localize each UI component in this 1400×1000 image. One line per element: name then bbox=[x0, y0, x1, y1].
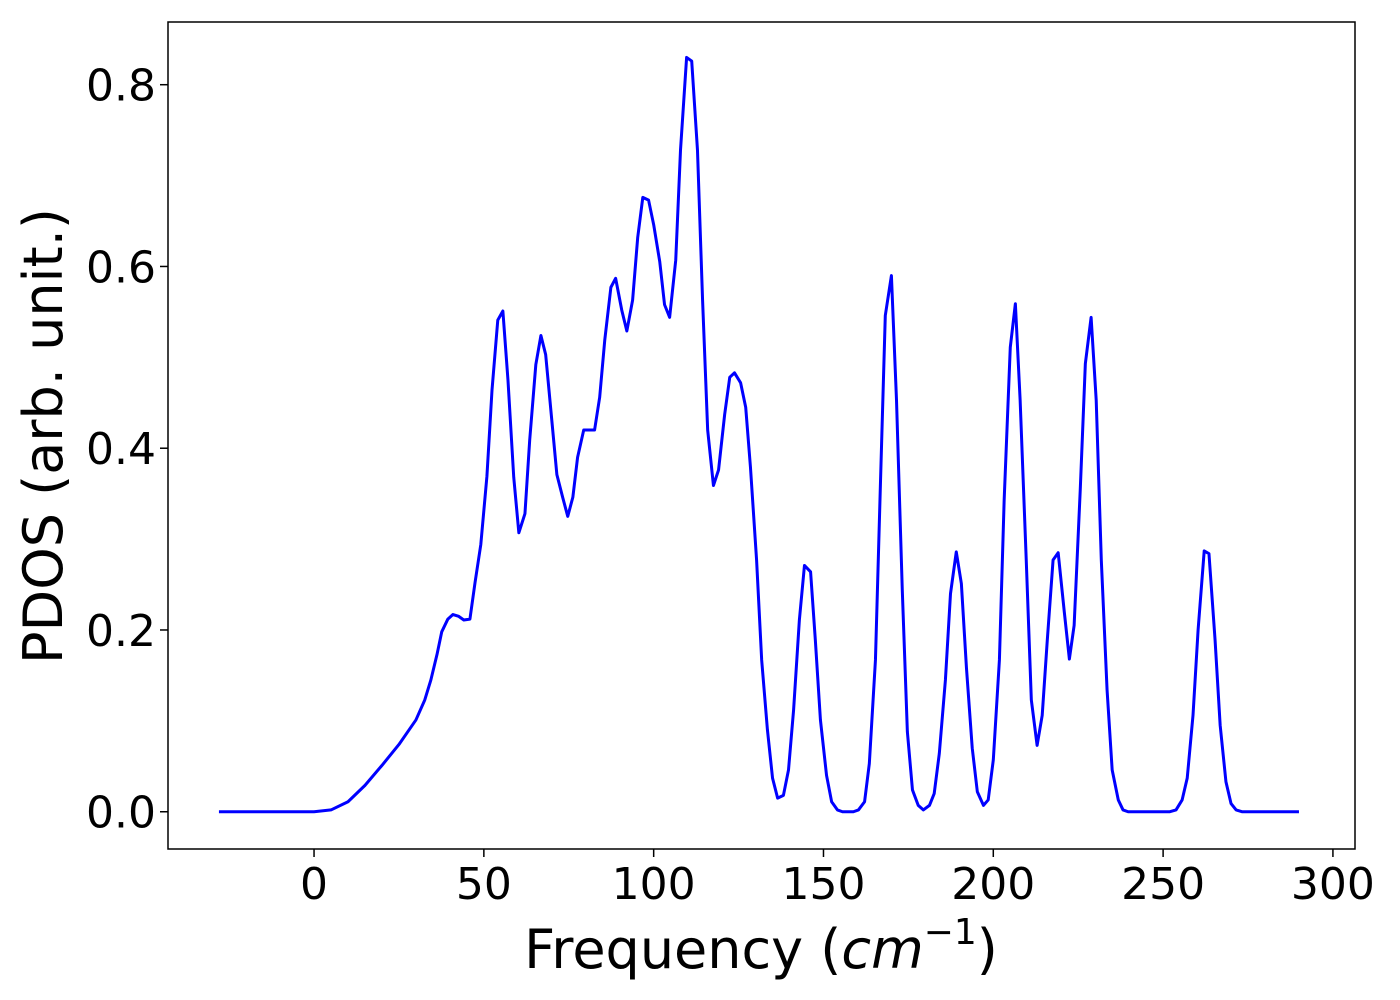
y-tick-label: 0.0 bbox=[86, 788, 156, 839]
x-label-suffix: ) bbox=[977, 918, 998, 981]
x-label-prefix: Frequency ( bbox=[524, 918, 841, 981]
x-tick-label: 50 bbox=[456, 859, 512, 910]
x-label-unit: cm bbox=[841, 918, 923, 981]
x-label-exponent: −1 bbox=[924, 912, 977, 953]
x-tick-label: 300 bbox=[1291, 859, 1375, 910]
y-tick-label: 0.2 bbox=[86, 606, 156, 657]
y-tick-label: 0.8 bbox=[86, 61, 156, 112]
x-tick-label: 0 bbox=[300, 859, 328, 910]
x-tick-label: 200 bbox=[951, 859, 1035, 910]
y-tick-label: 0.6 bbox=[86, 242, 156, 293]
x-tick-label: 250 bbox=[1121, 859, 1205, 910]
y-axis-label: PDOS (arb. unit.) bbox=[12, 208, 75, 664]
x-tick-label: 100 bbox=[612, 859, 696, 910]
x-tick-label: 150 bbox=[781, 859, 865, 910]
data-line bbox=[218, 55, 1299, 814]
plot-frame bbox=[167, 21, 1356, 850]
y-tick-label: 0.4 bbox=[86, 424, 156, 475]
x-axis-label: Frequency (cm−1) bbox=[524, 912, 998, 981]
